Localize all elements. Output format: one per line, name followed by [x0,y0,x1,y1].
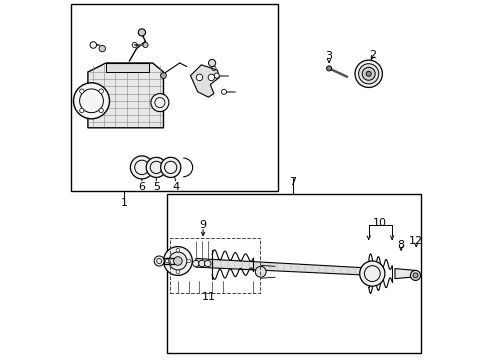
Text: 7: 7 [289,177,296,187]
Circle shape [142,42,148,48]
Circle shape [80,108,84,113]
Circle shape [199,260,205,267]
Circle shape [99,89,103,93]
Circle shape [154,256,164,266]
Circle shape [165,259,168,263]
Circle shape [151,94,168,112]
Circle shape [192,260,199,267]
Circle shape [221,89,226,94]
Circle shape [359,261,384,286]
Bar [167,194,420,353]
Circle shape [358,64,378,84]
Text: 8: 8 [397,240,404,250]
Circle shape [146,157,166,177]
Text: 12: 12 [408,236,423,246]
Polygon shape [196,258,371,275]
Circle shape [208,74,214,81]
Circle shape [208,59,215,67]
Circle shape [99,45,105,52]
Polygon shape [190,65,219,97]
Text: 4: 4 [172,182,179,192]
Circle shape [196,74,203,81]
Circle shape [186,259,190,263]
Circle shape [326,66,331,71]
Circle shape [90,42,96,48]
Text: 9: 9 [199,220,206,230]
Circle shape [130,156,153,179]
Bar [106,63,149,72]
Circle shape [73,83,109,119]
Polygon shape [88,63,163,128]
Text: 6: 6 [138,182,145,192]
Circle shape [163,247,192,275]
Circle shape [255,266,265,277]
Circle shape [176,270,179,274]
Circle shape [409,270,420,280]
Circle shape [138,29,145,36]
Text: 1: 1 [120,198,127,208]
Circle shape [160,73,166,78]
Circle shape [366,71,370,76]
Bar [71,4,277,191]
Text: 2: 2 [368,50,375,60]
Circle shape [204,260,211,267]
Circle shape [176,248,179,252]
Circle shape [214,73,219,78]
Text: 5: 5 [152,182,160,192]
Bar [170,238,260,293]
Circle shape [168,252,186,270]
Text: 10: 10 [372,218,386,228]
Circle shape [99,108,103,113]
Circle shape [412,273,417,278]
Text: 11: 11 [201,292,215,302]
Circle shape [354,60,382,87]
Polygon shape [394,269,414,279]
Circle shape [173,257,182,265]
Text: 3: 3 [325,51,332,61]
Circle shape [362,67,374,80]
Circle shape [160,157,181,177]
Circle shape [80,89,84,93]
